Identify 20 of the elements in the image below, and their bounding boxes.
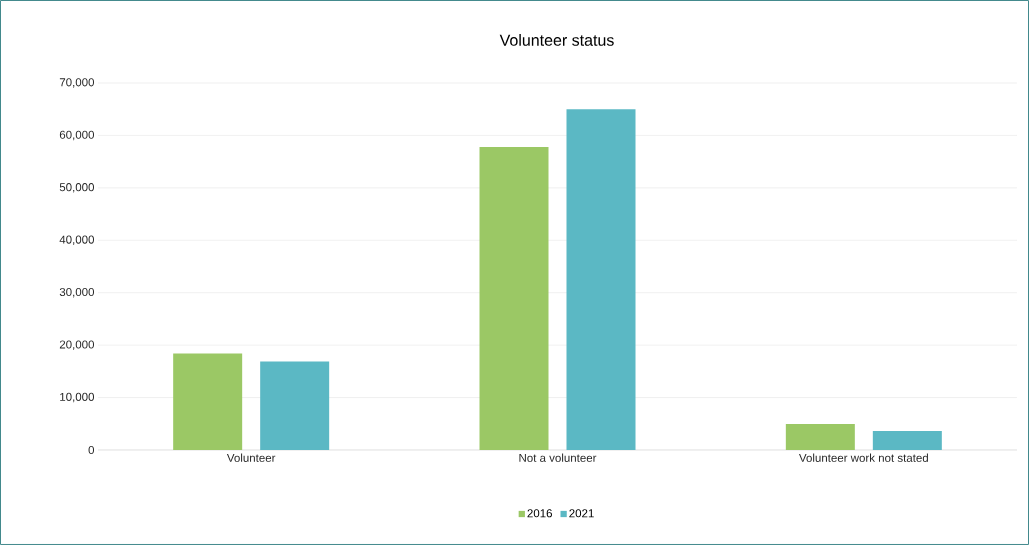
- y-tick-label: 60,000: [59, 130, 95, 141]
- y-tick-label: 30,000: [59, 287, 95, 298]
- y-tick-label: 20,000: [59, 340, 95, 350]
- bar: [872, 431, 942, 450]
- bar: [479, 146, 549, 450]
- y-tick-label: 10,000: [60, 392, 95, 403]
- y-tick-label: 70,000: [59, 78, 95, 88]
- y-tick-label: 50,000: [59, 183, 95, 193]
- bar: [785, 424, 855, 450]
- bar: [260, 361, 330, 450]
- x-tick-label: Volunteer: [226, 453, 276, 462]
- legend-label: 2021: [569, 509, 594, 518]
- bar: [566, 109, 636, 450]
- bar: [173, 353, 243, 450]
- y-tick-label: 0: [88, 445, 95, 455]
- x-tick-label: Volunteer work not stated: [798, 453, 928, 462]
- y-tick-label: 40,000: [59, 235, 95, 246]
- legend-label: 2016: [527, 509, 552, 518]
- x-tick-label: Not a volunteer: [519, 453, 597, 462]
- chart-title: Volunteer status: [499, 34, 614, 46]
